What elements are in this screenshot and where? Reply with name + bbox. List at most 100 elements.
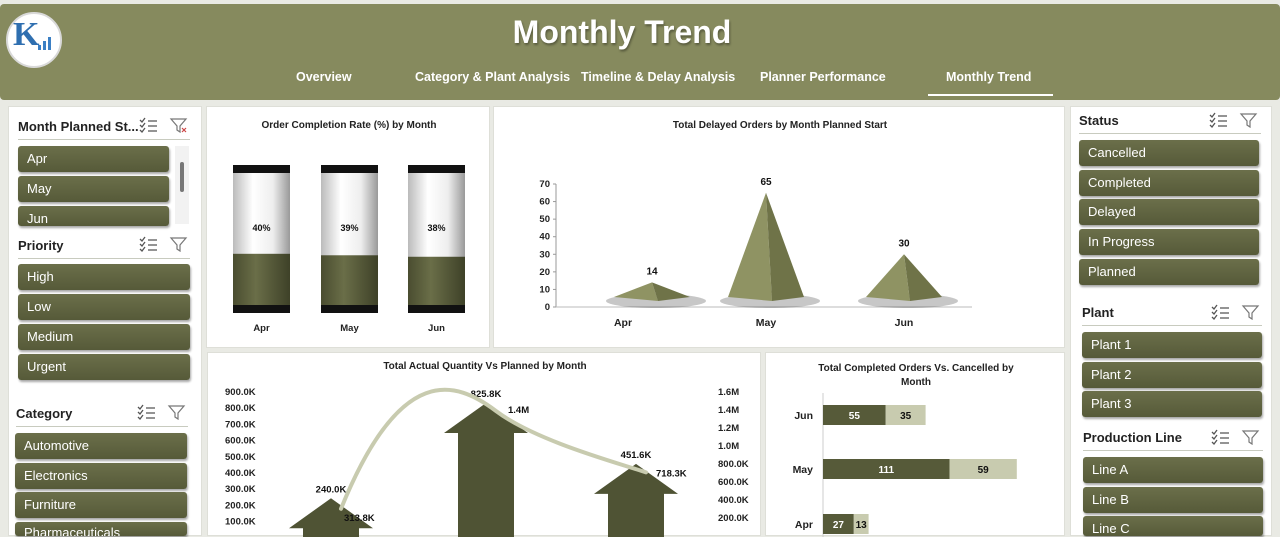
y-tick-label: 40 <box>539 232 550 243</box>
chart-title: Order Completion Rate (%) by Month <box>261 120 437 131</box>
y-tick-label: 30 <box>539 249 550 260</box>
clear-filter-icon[interactable] <box>1241 430 1260 445</box>
slicer-item-cancelled[interactable]: Cancelled <box>1079 140 1259 166</box>
month-slicer-scrollbar[interactable] <box>175 146 189 224</box>
clear-filter-icon[interactable] <box>1241 305 1260 320</box>
slicer-item-completed[interactable]: Completed <box>1079 170 1259 196</box>
planned-data-label: 1.4M <box>508 405 529 416</box>
x-tick-label: Apr <box>614 317 632 329</box>
pyramid-face-right <box>652 282 690 301</box>
plant-slicer-title: Plant <box>1082 305 1114 320</box>
slicer-item-apr[interactable]: Apr <box>18 146 169 172</box>
line-slicer-controls <box>1211 429 1260 445</box>
y-tick-left: 400.0K <box>225 468 256 479</box>
scrollbar-thumb[interactable] <box>180 162 184 192</box>
data-label: 40% <box>252 223 270 233</box>
y-tick-label: 50 <box>539 214 550 225</box>
page-title: Monthly Trend <box>512 14 732 50</box>
slicer-item-line-b[interactable]: Line B <box>1083 487 1263 513</box>
cylinder-cap-top <box>233 165 290 173</box>
slicer-item-furniture[interactable]: Furniture <box>15 492 187 518</box>
actual-data-label: 451.6K <box>621 450 652 461</box>
slicer-item-planned[interactable]: Planned <box>1079 259 1259 285</box>
clear-filter-icon[interactable] <box>169 237 188 252</box>
header-bar: K Monthly Trend Overview Category & Plan… <box>0 4 1280 100</box>
y-tick-left: 900.0K <box>225 387 256 398</box>
nav-planner-performance[interactable]: Planner Performance <box>760 70 886 84</box>
completion-bar <box>233 253 290 313</box>
delayed-orders-chart: 0 10 20 30 40 50 60 70 14 Apr 65 May 30 Jun <box>539 177 972 329</box>
completion-rate-chart: 40% Apr 39% May 38% Jun <box>233 165 465 334</box>
cancelled-bar <box>853 514 869 534</box>
slicer-item-in-progress[interactable]: In Progress <box>1079 229 1259 255</box>
slicer-item-jun[interactable]: Jun <box>18 206 169 226</box>
slicer-item-delayed[interactable]: Delayed <box>1079 199 1259 225</box>
status-slicer-title: Status <box>1079 113 1119 128</box>
y-tick-left: 600.0K <box>225 436 256 447</box>
clear-filter-icon[interactable] <box>169 118 188 133</box>
y-tick-label: May <box>793 464 814 476</box>
y-tick-left: 300.0K <box>225 484 256 495</box>
multi-select-icon[interactable] <box>139 117 157 133</box>
pyramid-face-left <box>614 282 658 301</box>
slicer-item-pharmaceuticals[interactable]: Pharmaceuticals <box>15 522 187 536</box>
slicer-item-automotive[interactable]: Automotive <box>15 433 187 459</box>
slicer-item-urgent[interactable]: Urgent <box>18 354 190 380</box>
completion-bar <box>408 256 465 313</box>
company-logo: K <box>6 12 62 68</box>
completed-cancelled-chart-panel: Total Completed Orders Vs. Cancelled by … <box>765 352 1065 537</box>
month-slicer-controls <box>139 117 188 133</box>
nav-overview[interactable]: Overview <box>296 70 352 84</box>
y-tick-right: 1.2M <box>718 423 739 434</box>
status-slicer-controls <box>1209 112 1258 128</box>
completed-bar <box>823 514 854 534</box>
multi-select-icon[interactable] <box>139 236 157 252</box>
y-tick-left: 700.0K <box>225 419 256 430</box>
nav-monthly-trend[interactable]: Monthly Trend <box>927 70 1054 96</box>
delayed-orders-chart-panel: Total Delayed Orders by Month Planned St… <box>493 106 1065 348</box>
completion-rate-chart-panel: Order Completion Rate (%) by Month 40% Ap… <box>206 106 490 348</box>
multi-select-icon[interactable] <box>1211 429 1229 445</box>
slicer-item-medium[interactable]: Medium <box>18 324 190 350</box>
planned-quantity-line <box>339 387 648 511</box>
cancelled-bar <box>885 405 926 425</box>
slicer-item-plant-2[interactable]: Plant 2 <box>1082 362 1262 388</box>
slicer-item-plant-3[interactable]: Plant 3 <box>1082 391 1262 417</box>
slicer-item-may[interactable]: May <box>18 176 169 202</box>
x-tick-label: May <box>756 317 777 329</box>
slicer-item-line-c[interactable]: Line C <box>1083 516 1263 536</box>
cancelled-bar <box>949 459 1017 479</box>
nav-category-plant-analysis[interactable]: Category & Plant Analysis <box>415 70 571 84</box>
production-line-slicer-title: Production Line <box>1083 430 1182 445</box>
x-tick-label: May <box>340 323 359 334</box>
slicer-item-line-a[interactable]: Line A <box>1083 457 1263 483</box>
data-label: 39% <box>340 223 358 233</box>
y-tick-label: 10 <box>539 284 550 295</box>
chart-title: Total Delayed Orders by Month Planned St… <box>672 120 888 131</box>
quantity-chart-panel: Total Actual Quantity Vs Planned by Mont… <box>207 352 761 537</box>
divider <box>16 426 188 427</box>
month-slicer-title: Month Planned St... <box>18 119 139 134</box>
clear-filter-icon[interactable] <box>1239 113 1258 128</box>
multi-select-icon[interactable] <box>137 404 155 420</box>
pyramid-face-left <box>728 192 772 301</box>
plant-slicer-controls <box>1211 304 1260 320</box>
y-tick-left: 800.0K <box>225 403 256 414</box>
slicer-item-electronics[interactable]: Electronics <box>15 463 187 489</box>
category-slicer-controls <box>137 404 186 420</box>
actual-quantity-arrow <box>594 463 678 537</box>
divider <box>1083 450 1263 451</box>
clear-filter-icon[interactable] <box>167 405 186 420</box>
multi-select-icon[interactable] <box>1209 112 1227 128</box>
y-tick-right: 1.0M <box>718 441 739 452</box>
y-tick-label: 60 <box>539 197 550 208</box>
chart-title: Total Completed Orders Vs. Cancelled by … <box>818 363 1014 388</box>
slicer-item-high[interactable]: High <box>18 264 190 290</box>
slicer-item-plant-1[interactable]: Plant 1 <box>1082 332 1262 358</box>
completed-data-label: 111 <box>878 465 894 476</box>
pyramid-face-right <box>766 192 804 301</box>
nav-timeline-delay-analysis[interactable]: Timeline & Delay Analysis <box>581 70 736 84</box>
slicer-item-low[interactable]: Low <box>18 294 190 320</box>
data-label: 65 <box>760 177 772 188</box>
multi-select-icon[interactable] <box>1211 304 1229 320</box>
